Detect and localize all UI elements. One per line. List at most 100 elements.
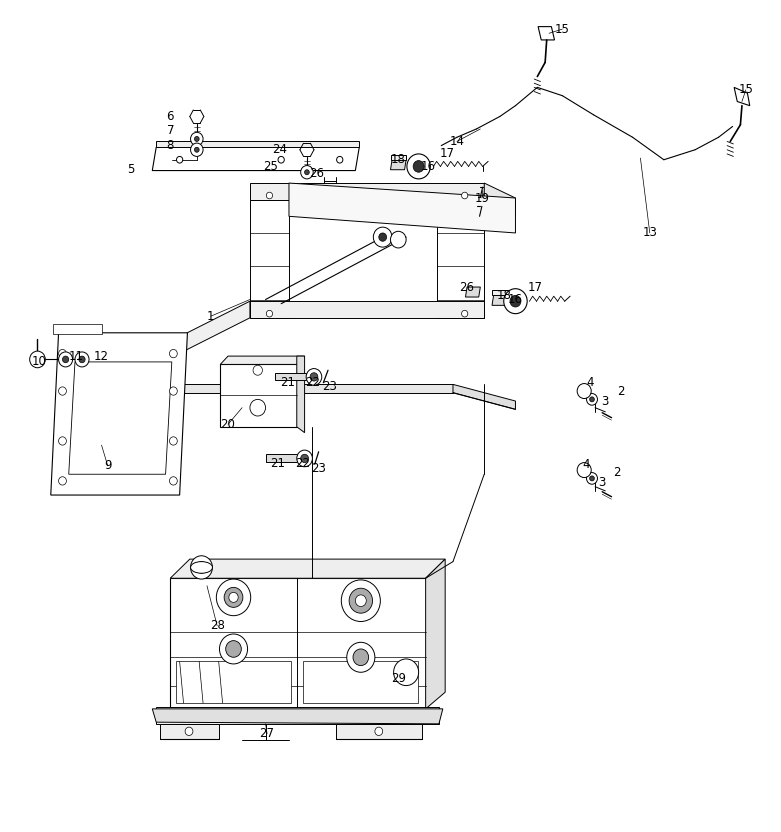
Circle shape [349, 588, 373, 613]
Text: 22: 22 [295, 457, 311, 470]
Text: 12: 12 [94, 349, 109, 363]
Circle shape [226, 641, 241, 657]
Polygon shape [492, 290, 508, 295]
Text: 24: 24 [272, 143, 287, 156]
Text: 23: 23 [311, 462, 326, 475]
Circle shape [337, 156, 343, 163]
Circle shape [394, 659, 419, 686]
Text: 15: 15 [555, 22, 570, 36]
Polygon shape [426, 559, 445, 709]
Text: 9: 9 [104, 459, 112, 473]
Circle shape [253, 365, 262, 375]
Polygon shape [160, 724, 219, 739]
Text: 13: 13 [642, 226, 658, 240]
Circle shape [59, 437, 66, 445]
Circle shape [250, 399, 266, 416]
Text: 22: 22 [305, 376, 320, 389]
Polygon shape [156, 707, 439, 724]
Polygon shape [156, 141, 359, 147]
Circle shape [191, 556, 212, 579]
Polygon shape [220, 356, 305, 364]
Circle shape [185, 727, 193, 735]
Circle shape [59, 387, 66, 395]
Text: 21: 21 [280, 376, 295, 389]
Text: 16: 16 [508, 293, 523, 306]
Circle shape [177, 156, 183, 163]
Polygon shape [336, 724, 422, 739]
Text: 28: 28 [209, 619, 225, 632]
Text: 1: 1 [207, 310, 215, 323]
Circle shape [590, 476, 594, 481]
Text: 18: 18 [496, 289, 512, 302]
Text: 2: 2 [617, 384, 625, 398]
Text: 7: 7 [166, 124, 174, 137]
Circle shape [379, 233, 387, 241]
Circle shape [341, 580, 380, 622]
Circle shape [191, 143, 203, 156]
Text: 3: 3 [597, 476, 605, 489]
Polygon shape [176, 661, 291, 703]
Text: 29: 29 [390, 671, 406, 685]
Circle shape [169, 437, 177, 445]
Text: 25: 25 [263, 160, 279, 173]
Circle shape [59, 352, 73, 367]
Circle shape [413, 161, 424, 172]
Text: 18: 18 [390, 153, 406, 166]
Text: 5: 5 [127, 163, 135, 176]
Text: 15: 15 [738, 83, 754, 97]
Text: 17: 17 [440, 147, 455, 161]
Polygon shape [275, 373, 306, 380]
Circle shape [353, 649, 369, 666]
Polygon shape [102, 301, 250, 393]
Polygon shape [484, 183, 515, 215]
Text: 3: 3 [601, 394, 609, 408]
Polygon shape [734, 87, 750, 106]
Circle shape [266, 310, 273, 317]
Polygon shape [297, 356, 305, 433]
Polygon shape [250, 183, 484, 200]
Circle shape [278, 156, 284, 163]
Circle shape [310, 373, 318, 381]
Circle shape [590, 397, 594, 402]
Polygon shape [390, 155, 406, 160]
Circle shape [196, 562, 207, 573]
Text: 14: 14 [449, 135, 465, 148]
Text: 26: 26 [308, 166, 324, 180]
Circle shape [59, 349, 66, 358]
Circle shape [75, 352, 89, 367]
Circle shape [219, 634, 248, 664]
Text: 4: 4 [586, 376, 594, 389]
Circle shape [347, 642, 375, 672]
Text: 19: 19 [474, 191, 490, 205]
Text: 17: 17 [527, 280, 543, 294]
Text: 11: 11 [69, 349, 84, 363]
Circle shape [407, 154, 430, 179]
Text: 20: 20 [220, 418, 236, 431]
Polygon shape [538, 27, 555, 40]
Circle shape [194, 136, 199, 141]
Circle shape [504, 289, 527, 314]
Circle shape [169, 387, 177, 395]
Circle shape [301, 166, 313, 179]
Circle shape [305, 170, 309, 175]
Circle shape [169, 477, 177, 485]
Circle shape [510, 295, 521, 307]
Polygon shape [289, 183, 515, 233]
Circle shape [59, 477, 66, 485]
Polygon shape [220, 364, 297, 427]
Text: 6: 6 [166, 110, 174, 123]
Polygon shape [437, 200, 484, 318]
Circle shape [216, 579, 251, 616]
Text: 27: 27 [259, 727, 275, 740]
Circle shape [194, 147, 199, 152]
Circle shape [224, 587, 243, 607]
Text: 26: 26 [459, 281, 475, 295]
Text: 8: 8 [166, 139, 174, 152]
Polygon shape [170, 578, 426, 709]
Ellipse shape [191, 562, 212, 573]
Circle shape [297, 450, 312, 467]
Circle shape [577, 384, 591, 399]
Circle shape [355, 595, 366, 607]
Circle shape [191, 132, 203, 146]
Text: 21: 21 [269, 457, 285, 470]
